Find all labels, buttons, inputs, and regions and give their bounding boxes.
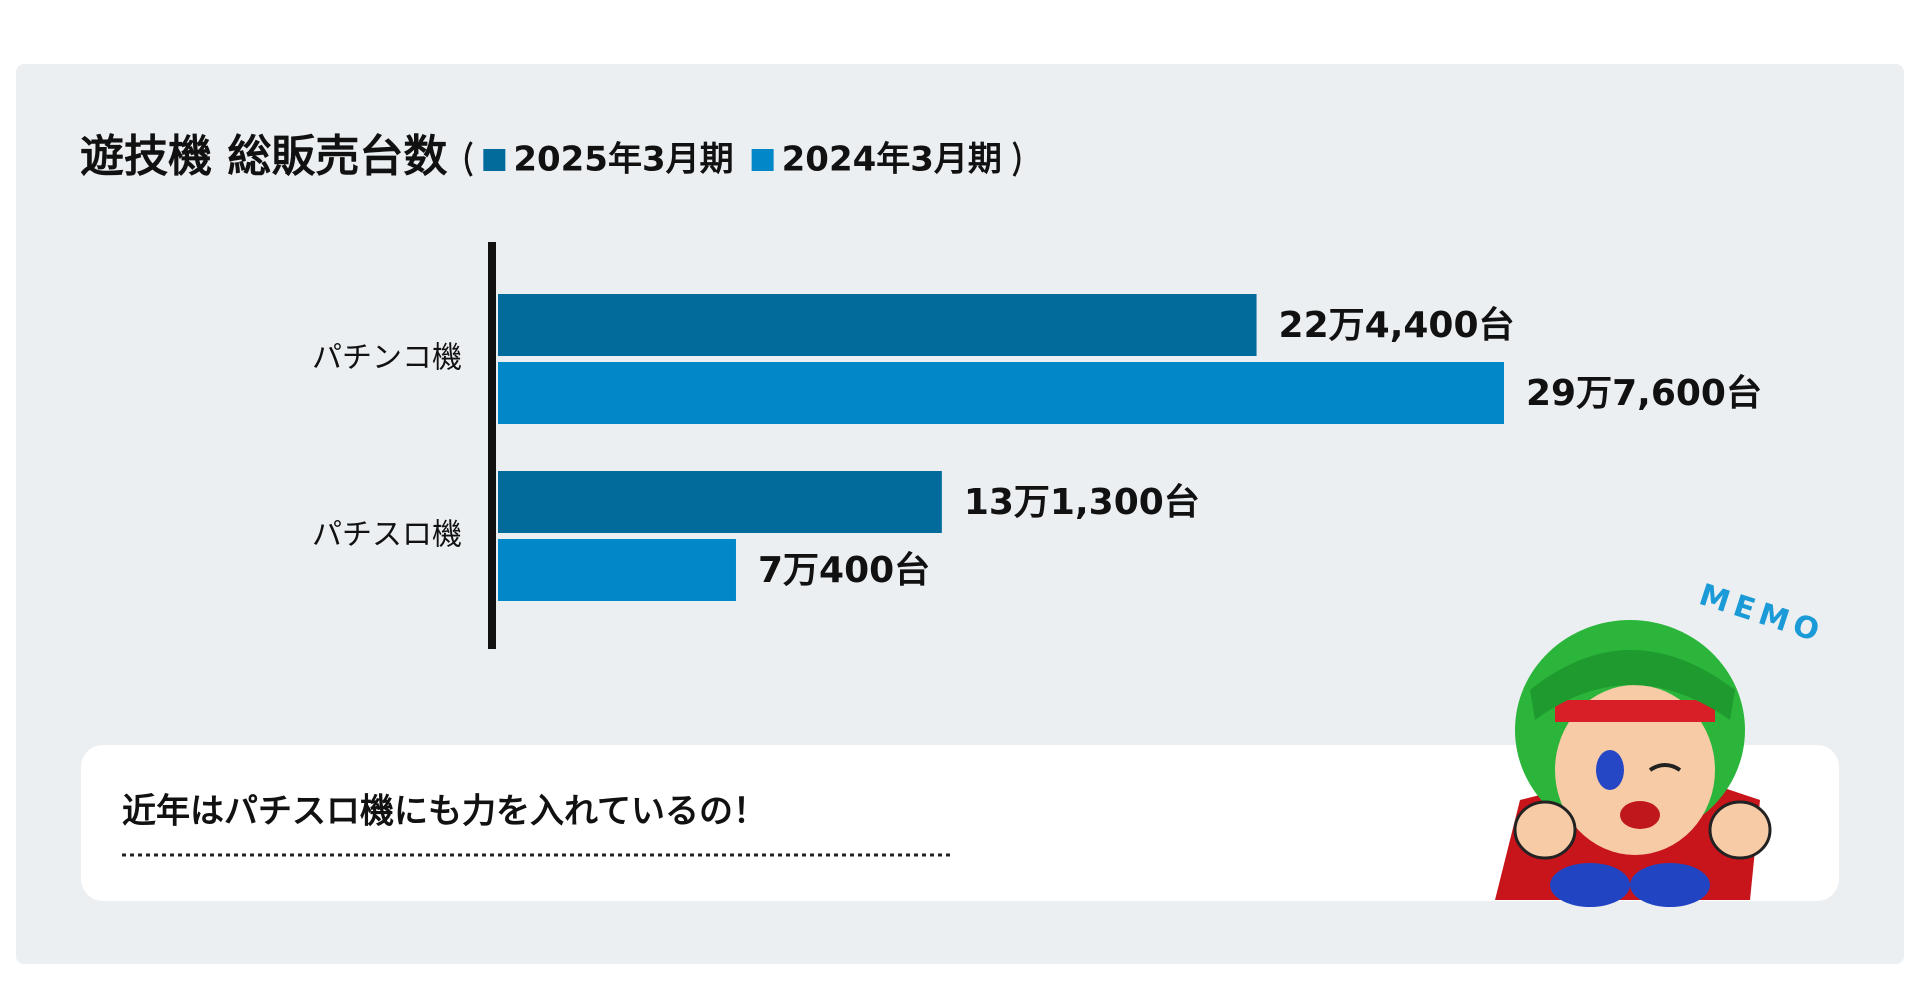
legend-bracket — [1012, 141, 1021, 177]
legend-swatch — [751, 149, 774, 171]
bar — [498, 294, 1257, 356]
chart-title: 遊技機 総販売台数 — [80, 131, 447, 182]
bar — [498, 362, 1504, 424]
mascot — [1495, 620, 1772, 907]
bar — [498, 471, 942, 533]
bar — [498, 539, 736, 601]
legend-swatch — [483, 149, 506, 171]
legend-label: 2025年3月期 — [513, 140, 733, 180]
note-box — [81, 745, 1839, 901]
value-label: 7万400台 — [758, 550, 930, 591]
category-label: パチスロ機 — [312, 518, 462, 553]
value-label: 22万4,400台 — [1279, 305, 1515, 346]
legend-bracket — [464, 141, 473, 177]
legend-label: 2024年3月期 — [782, 140, 1002, 180]
category-label: パチンコ機 — [312, 341, 462, 376]
value-label: 29万7,600台 — [1526, 373, 1762, 414]
value-label: 13万1,300台 — [964, 482, 1200, 523]
annotation: 近年はパチスロ機にも力を入れているの！ — [122, 792, 767, 832]
